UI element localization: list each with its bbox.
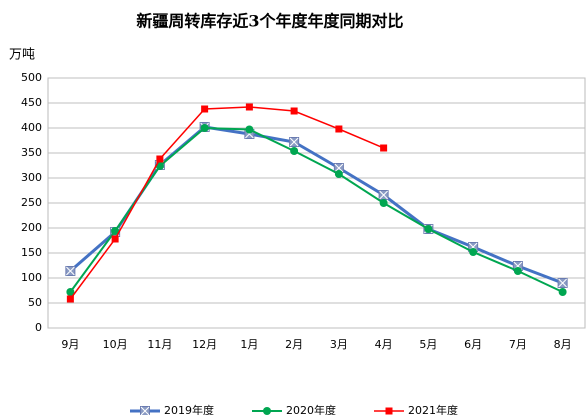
x-tick-label: 9月 — [61, 338, 79, 351]
marker — [380, 144, 388, 152]
y-tick-label: 50 — [28, 296, 42, 309]
y-tick-label: 400 — [21, 121, 42, 134]
y-tick-label: 150 — [21, 246, 42, 259]
marker-cross — [558, 278, 567, 288]
x-tick-label: 11月 — [147, 338, 172, 351]
marker-cross — [379, 190, 388, 200]
marker — [263, 407, 271, 415]
y-tick-label: 100 — [21, 271, 42, 284]
y-tick-label: 250 — [21, 196, 42, 209]
y-axis-label: 万吨 — [9, 48, 35, 63]
marker — [379, 199, 388, 207]
marker — [66, 288, 75, 296]
marker — [424, 225, 433, 233]
marker — [156, 155, 164, 163]
x-tick-label: 2月 — [285, 338, 303, 351]
series-line — [69, 126, 564, 293]
marker — [66, 295, 74, 303]
marker — [200, 124, 209, 132]
x-tick-label: 6月 — [464, 338, 482, 351]
marker — [558, 288, 567, 296]
y-tick-label: 350 — [21, 146, 42, 159]
marker-cross — [140, 406, 150, 416]
legend-label: 2021年度 — [408, 403, 458, 415]
y-tick-label: 450 — [21, 96, 42, 109]
x-tick-label: 8月 — [554, 338, 572, 351]
marker-cross — [66, 266, 75, 276]
series-line — [69, 106, 384, 300]
x-tick-label: 4月 — [375, 338, 393, 351]
legend-label: 2020年度 — [286, 403, 336, 415]
marker — [245, 125, 254, 134]
marker — [513, 267, 522, 275]
marker — [335, 125, 343, 133]
marker-cross — [289, 137, 299, 147]
marker — [111, 235, 119, 243]
chart-title: 新疆周转库存近3个年度年度同期对比 — [136, 12, 403, 31]
x-tick-label: 1月 — [240, 338, 258, 351]
x-tick-label: 10月 — [103, 338, 128, 351]
marker — [334, 170, 343, 178]
y-tick-label: 500 — [21, 71, 42, 84]
x-tick-label: 5月 — [419, 338, 437, 351]
marker — [290, 147, 299, 155]
marker — [385, 407, 393, 415]
marker — [245, 103, 253, 111]
legend-label: 2019年度 — [164, 403, 214, 415]
marker — [201, 105, 209, 113]
x-tick-label: 12月 — [192, 338, 217, 351]
marker — [469, 248, 478, 256]
y-tick-label: 200 — [21, 221, 42, 234]
y-tick-label: 300 — [21, 171, 42, 184]
x-tick-label: 3月 — [330, 338, 348, 351]
x-tick-label: 7月 — [509, 338, 527, 351]
marker — [111, 227, 120, 235]
marker-cross — [334, 163, 344, 173]
marker — [290, 107, 298, 115]
y-tick-label: 0 — [35, 321, 42, 334]
